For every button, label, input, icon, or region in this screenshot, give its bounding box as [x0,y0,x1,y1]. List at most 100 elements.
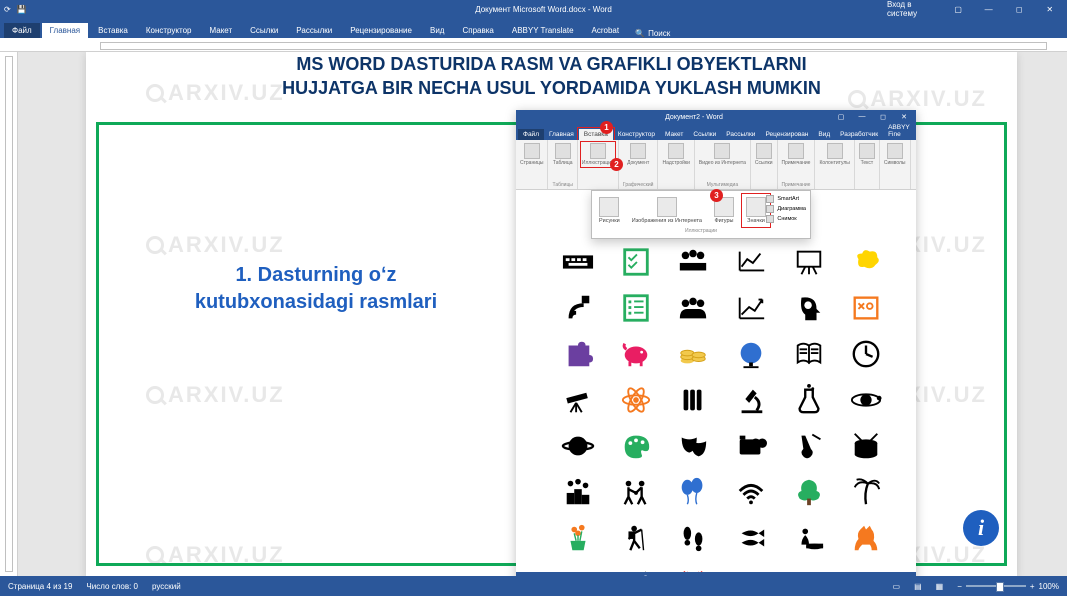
dropdown-smartart[interactable]: SmartArt [766,195,806,203]
table-button[interactable]: Таблица [553,143,573,166]
fish-icon[interactable] [731,520,771,556]
growth-icon[interactable] [731,290,771,326]
inner-tab-design[interactable]: Конструктор [613,129,660,140]
document-button[interactable]: Документ [627,143,649,166]
footprints-icon[interactable] [673,520,713,556]
beaker-icon[interactable] [789,382,829,418]
inner-tab-layout[interactable]: Макет [660,129,688,140]
inner-minimize-button[interactable]: — [853,113,871,121]
view-print-icon[interactable]: ▤ [914,582,922,591]
telescope-icon[interactable] [558,382,598,418]
hiker-icon[interactable] [616,520,656,556]
flowerpot-icon[interactable] [558,520,598,556]
chart-icon[interactable] [731,244,771,280]
minimize-button[interactable]: — [975,5,1002,14]
inner-tab-view[interactable]: Вид [813,129,835,140]
tab-layout[interactable]: Макет [201,23,240,38]
save-icon[interactable]: 💾 [17,5,27,14]
inner-tab-developer[interactable]: Разработчик [835,129,883,140]
inner-tab-home[interactable]: Главная [544,129,579,140]
zoom-in-button[interactable]: + [1030,582,1035,591]
view-readmode-icon[interactable]: ▭ [893,582,901,591]
inner-close-button[interactable]: ✕ [895,113,913,121]
tab-home[interactable]: Главная [42,23,88,38]
clock-icon[interactable] [846,336,886,372]
headerfooter-button[interactable]: Колонтитулы [819,143,849,166]
outer-ruler-vertical[interactable] [0,52,18,576]
tab-references[interactable]: Ссылки [242,23,286,38]
wifi-icon[interactable] [731,474,771,510]
inner-tab-file[interactable]: Файл [518,129,544,140]
status-lang[interactable]: русский [152,582,181,591]
tab-help[interactable]: Справка [454,23,501,38]
podium-icon[interactable] [558,474,598,510]
tab-abbyy[interactable]: ABBYY Translate [504,23,582,38]
close-button[interactable]: ✕ [1036,5,1063,14]
tab-file[interactable]: Файл [4,23,40,38]
microscope-icon[interactable] [731,382,771,418]
inner-tab-review[interactable]: Рецензирован [760,129,813,140]
gears-head-icon[interactable] [789,290,829,326]
zoom-value[interactable]: 100% [1039,582,1059,591]
zoom-slider[interactable] [966,585,1026,587]
comment-button[interactable]: Примечание [782,143,811,166]
tab-review[interactable]: Рецензирование [342,23,420,38]
violin-icon[interactable] [789,428,829,464]
dropdown-pictures[interactable]: Рисунки [596,195,623,226]
testtubes-icon[interactable] [673,382,713,418]
books-icon[interactable] [789,336,829,372]
satellite-icon[interactable] [558,290,598,326]
cat-icon[interactable] [846,520,886,556]
addins-button[interactable]: Надстройки [662,143,689,166]
maximize-button[interactable]: ◻ [1006,5,1033,14]
links-button[interactable]: Ссылки [755,143,773,166]
info-badge[interactable]: i [963,510,999,546]
pages-button[interactable]: Страницы [520,143,543,166]
inner-tab-references[interactable]: Ссылки [688,129,721,140]
planet-icon[interactable] [558,428,598,464]
checklist2-icon[interactable] [616,290,656,326]
tab-view[interactable]: Вид [422,23,452,38]
zoom-out-button[interactable]: − [957,582,962,591]
piggy-icon[interactable] [616,336,656,372]
dropdown-screenshot[interactable]: Снимок [766,215,806,223]
tab-mailings[interactable]: Рассылки [288,23,340,38]
coins-icon[interactable] [673,336,713,372]
inner-maximize-button[interactable]: ◻ [874,113,892,121]
play-icon[interactable] [616,474,656,510]
masks-icon[interactable] [673,428,713,464]
status-page[interactable]: Страница 4 из 19 [8,582,72,591]
globe-icon[interactable] [731,336,771,372]
thought-icon[interactable] [846,244,886,280]
tab-acrobat[interactable]: Acrobat [584,23,628,38]
orbit-icon[interactable] [846,382,886,418]
tab-insert[interactable]: Вставка [90,23,136,38]
palette-icon[interactable] [616,428,656,464]
dropdown-icons[interactable]: Значки [743,195,769,226]
ribbon-opts-icon[interactable]: ▢ [945,5,972,14]
inner-ribbon-opts[interactable]: ▢ [832,113,850,121]
tree-icon[interactable] [789,474,829,510]
tell-me[interactable]: 🔍 Поиск [635,29,670,38]
puzzle-icon[interactable] [558,336,598,372]
user-label[interactable]: Вход в систему [887,0,941,18]
dogbowl-icon[interactable] [789,520,829,556]
palmtree-icon[interactable] [846,474,886,510]
view-web-icon[interactable]: ▦ [936,582,944,591]
checklist-icon[interactable] [616,244,656,280]
drum-icon[interactable] [846,428,886,464]
balloons-icon[interactable] [673,474,713,510]
symbols-button[interactable]: Символы [884,143,906,166]
strategy-icon[interactable] [846,290,886,326]
meeting-icon[interactable] [673,244,713,280]
text-button[interactable]: Текст [859,143,875,166]
video-button[interactable]: Видео из Интернета [699,143,746,166]
status-words[interactable]: Число слов: 0 [86,582,138,591]
keyboard-icon[interactable] [558,244,598,280]
dropdown-online-pictures[interactable]: Изображения из Интернета [629,195,705,226]
tab-design[interactable]: Конструктор [138,23,200,38]
outer-ruler-horizontal[interactable] [0,38,1067,52]
dropdown-chart[interactable]: Диаграмма [766,205,806,213]
people-icon[interactable] [673,290,713,326]
atom-icon[interactable] [616,382,656,418]
